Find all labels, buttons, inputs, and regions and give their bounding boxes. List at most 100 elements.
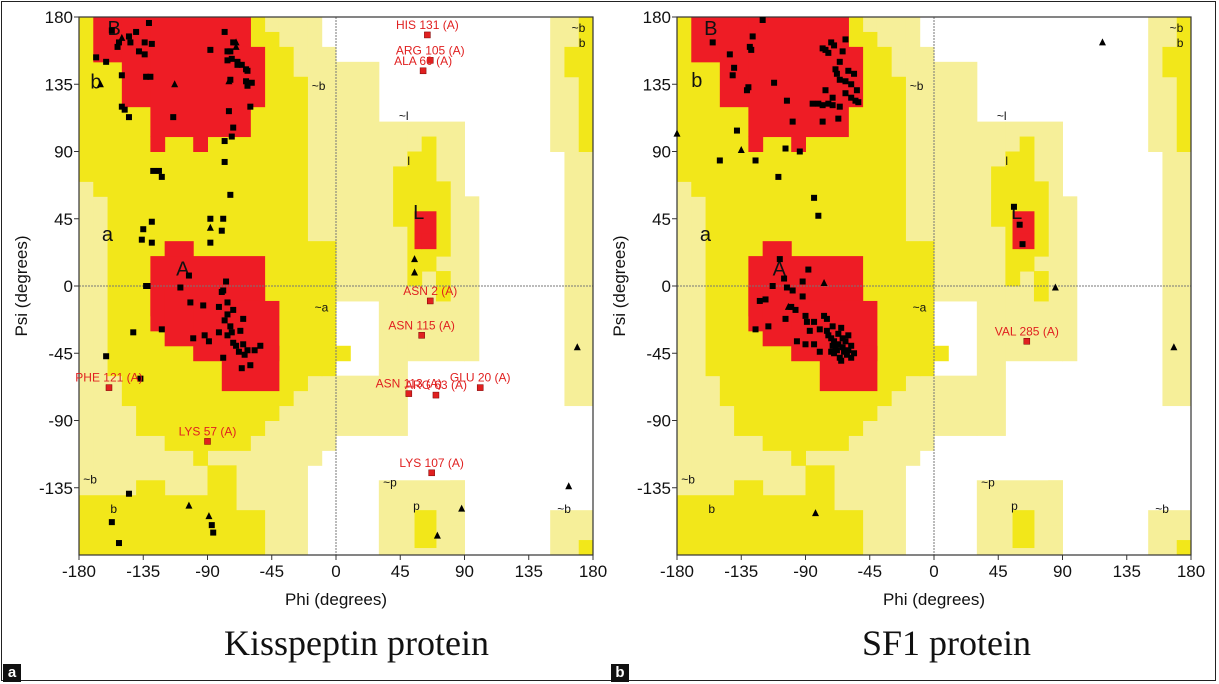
y-tick-label: 180 — [643, 8, 671, 27]
glycine-point — [673, 129, 681, 137]
region-label: b — [90, 72, 101, 94]
residue-point — [759, 16, 766, 23]
residue-point — [135, 48, 142, 55]
glycine-point — [225, 77, 233, 85]
allowed-region — [1176, 17, 1192, 152]
region-label: b — [708, 502, 715, 516]
residue-point — [855, 99, 862, 106]
residue-point — [244, 347, 251, 354]
residue-point — [796, 148, 803, 155]
residue-point — [836, 58, 843, 65]
residue-point — [726, 51, 733, 58]
outlier-point — [476, 384, 484, 391]
region-label: b — [110, 502, 117, 516]
residue-point — [244, 82, 251, 89]
residue-point — [829, 102, 836, 109]
residue-point — [251, 347, 258, 354]
x-tick-label: -135 — [126, 562, 160, 581]
glycine-point — [205, 512, 213, 520]
residue-point — [133, 28, 140, 35]
glycine-point — [185, 501, 193, 509]
region-label: ~p — [383, 475, 397, 489]
residue-point — [816, 348, 823, 355]
allowed-region — [677, 495, 735, 556]
residue-point — [238, 365, 245, 372]
residue-point — [224, 311, 231, 318]
residue-point — [765, 323, 772, 330]
residue-point — [815, 212, 822, 219]
glycine-point — [820, 279, 828, 287]
outlier-point — [426, 297, 434, 305]
region-label: p — [1011, 499, 1018, 513]
residue-point — [230, 306, 237, 313]
residue-point — [822, 87, 829, 94]
residue-point — [733, 127, 740, 134]
region-label: ~b — [1170, 21, 1184, 35]
residue-point — [127, 39, 134, 46]
residue-point — [224, 332, 231, 339]
outlier-point — [1023, 338, 1031, 345]
outlier-label: PHE 121 (A) — [75, 371, 142, 385]
residue-point — [150, 167, 157, 174]
region-label: ~b — [572, 21, 586, 35]
residue-point — [108, 27, 115, 34]
region-label: l — [407, 154, 410, 168]
residue-point — [825, 332, 832, 339]
residue-point — [829, 94, 836, 101]
region-label: ~l — [399, 109, 409, 123]
residue-point — [853, 87, 860, 94]
residue-point — [235, 348, 242, 355]
residue-point — [200, 302, 207, 309]
residue-point — [771, 79, 778, 86]
glycine-point — [811, 509, 819, 517]
residue-point — [829, 323, 836, 330]
residue-point — [709, 39, 716, 46]
allowed-region — [1033, 181, 1049, 257]
residue-point — [227, 76, 234, 83]
outlier-label: ALA 60 (A) — [394, 54, 452, 68]
residue-point — [828, 348, 835, 355]
generously-allowed-region — [336, 61, 380, 302]
residue-point — [237, 327, 244, 334]
region-label: ~b — [312, 79, 326, 93]
x-tick-label: 135 — [515, 562, 543, 581]
core-region — [421, 233, 437, 250]
allowed-region — [207, 465, 237, 556]
allowed-region — [321, 241, 337, 377]
x-tick-label: 180 — [1177, 562, 1205, 581]
x-tick-label: 90 — [1053, 562, 1072, 581]
x-tick-label: 45 — [989, 562, 1008, 581]
x-tick-label: -45 — [857, 562, 882, 581]
residue-point — [838, 324, 845, 331]
residue-point — [147, 73, 154, 80]
residue-point — [769, 283, 776, 289]
residue-point — [749, 33, 756, 40]
allowed-region — [121, 17, 137, 407]
residue-point — [806, 327, 813, 334]
residue-point — [848, 94, 855, 101]
residue-point — [145, 19, 152, 26]
residue-point — [825, 49, 832, 56]
residue-point — [234, 58, 241, 65]
y-tick-label: 45 — [652, 210, 671, 229]
residue-point — [148, 218, 155, 225]
residue-point — [716, 157, 723, 164]
region-label: ~p — [981, 475, 995, 489]
allowed-region — [719, 17, 735, 407]
y-tick-label: 0 — [64, 277, 73, 296]
region-label: b — [1177, 36, 1184, 50]
region-label: ~b — [1155, 502, 1169, 516]
region-label: ~l — [997, 109, 1007, 123]
residue-point — [148, 239, 155, 246]
x-tick-label: -180 — [660, 562, 694, 581]
allowed-region — [336, 345, 351, 362]
region-label: a — [700, 224, 712, 246]
allowed-region — [578, 17, 594, 152]
residue-point — [247, 362, 254, 369]
residue-point — [799, 293, 806, 300]
residue-point — [257, 342, 264, 349]
residue-point — [201, 332, 208, 339]
residue-point — [121, 106, 128, 113]
residue-point — [208, 522, 215, 529]
allowed-region — [136, 480, 166, 556]
